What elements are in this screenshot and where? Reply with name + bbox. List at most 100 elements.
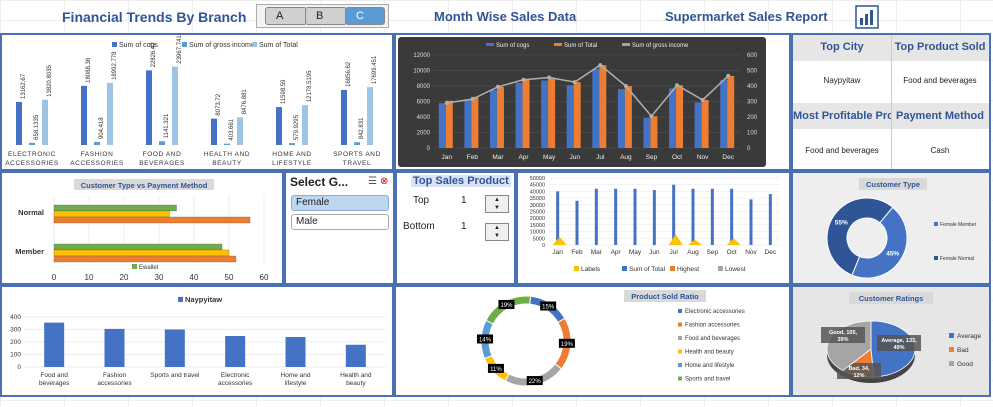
legend-swatch — [622, 43, 630, 46]
payment-bar — [53, 243, 223, 251]
bar-label: 904.418 — [99, 117, 105, 139]
legend-label: Female Normal — [940, 256, 974, 262]
naypyitaw-bar — [285, 337, 306, 367]
legend-swatch — [678, 322, 682, 327]
gender-male-option[interactable]: Male — [291, 214, 389, 230]
month-label: Oct — [727, 249, 737, 256]
ratio-label-bg — [477, 334, 494, 344]
total-bar — [768, 194, 772, 245]
y2-tick: 100 — [747, 131, 758, 137]
ratings-panel: Customer Ratings Average, 133, 49% Bad, 34,… — [791, 285, 991, 397]
branch-bar — [146, 70, 152, 145]
total-bar — [599, 65, 607, 148]
branch-slicer: A B C — [256, 4, 389, 28]
cogs-bar — [438, 103, 446, 148]
legend-label: Lowest — [725, 266, 746, 273]
chart-title: Customer Type — [866, 180, 920, 189]
y-tick: 8000 — [417, 84, 431, 90]
cogs-bar — [592, 68, 600, 148]
clear-filter-icon[interactable]: ⊗ — [380, 176, 389, 187]
naypyitaw-bar — [164, 329, 185, 367]
gender-slicer: Select G... ☰ ⊗ Female Male — [284, 171, 395, 285]
month-label: Oct — [672, 154, 682, 161]
month-label: May — [629, 249, 642, 256]
payment-bar — [53, 255, 237, 263]
branch-bar — [29, 142, 35, 145]
y2-tick: 500 — [747, 69, 758, 75]
gender-female-option[interactable]: Female — [291, 195, 389, 211]
legend-label: Sum of Total — [259, 42, 298, 49]
ratio-label-bg — [558, 338, 575, 348]
month-label: Sep — [646, 154, 658, 161]
branch-c-button[interactable]: C — [345, 7, 385, 25]
month-label: Dec — [765, 249, 777, 256]
bottom-spinner[interactable]: ▲ ▼ — [485, 223, 509, 241]
profitable-product-label: Most Profitable Product — [793, 110, 891, 122]
total-bar — [701, 99, 709, 148]
legend-label: Sum of cogs — [496, 43, 529, 49]
legend-swatch — [670, 266, 675, 271]
branch-bar — [172, 66, 178, 145]
month-label: Apr — [611, 249, 622, 256]
total-bar — [496, 86, 504, 148]
legend-swatch — [949, 361, 954, 366]
highest-area — [726, 238, 741, 245]
legend-label: Sum of Total — [629, 266, 666, 273]
total-bar — [730, 188, 734, 245]
month-title: Month Wise Sales Data — [434, 9, 577, 24]
row-label: Member — [15, 247, 44, 256]
branch-a-button[interactable]: A — [265, 7, 307, 25]
total-bar — [594, 188, 598, 245]
ratio-slice — [485, 295, 532, 325]
ratio-label: 15% — [542, 305, 555, 311]
report-chart-icon — [855, 5, 879, 29]
payment-method-value: Cash — [930, 146, 950, 155]
category-label: accessories — [97, 380, 132, 387]
legend-label: Naypyitaw — [185, 295, 222, 304]
gross-point — [444, 101, 449, 106]
month-label: Jul — [596, 154, 605, 161]
gross-point — [623, 84, 628, 88]
branch-b-button[interactable]: B — [305, 7, 347, 25]
bar-label: 842.831 — [359, 117, 365, 139]
branch-bar — [237, 117, 243, 145]
category-label: FASHION — [81, 151, 114, 158]
legend-swatch — [678, 376, 682, 381]
payment-method-label: Payment Method — [895, 110, 984, 122]
slice-label: 45% — [886, 250, 899, 257]
branch-bar — [276, 107, 282, 145]
gross-point — [495, 84, 500, 89]
rating-label: Bad, 34, — [848, 366, 870, 372]
top-product-value: Food and beverages — [903, 76, 977, 85]
legend-swatch — [252, 42, 257, 47]
custpay-chart: Customer Type vs Payment Method 0 10 20 30 40… — [15, 179, 269, 282]
multiselect-icon[interactable]: ☰ — [368, 176, 377, 187]
title-bg — [624, 290, 706, 302]
category-label: LIFESTYLE — [272, 160, 312, 167]
month-label: Aug — [620, 154, 632, 161]
total-bar — [710, 188, 714, 245]
bottom-label: Bottom — [403, 221, 435, 232]
y-tick: 4000 — [417, 115, 431, 121]
product-ratio-chart: Product Sold Ratio 15% 19% 22% 11% 14% 19% Elec… — [477, 290, 745, 387]
kpi-panel: Top City Top Product Sold Naypyitaw Food… — [791, 33, 991, 171]
ratio-label-bg — [540, 301, 557, 311]
month-label: Sep — [707, 249, 719, 256]
total-bar — [575, 200, 579, 245]
legend-swatch — [486, 43, 494, 46]
y-tick: 300 — [10, 327, 21, 334]
ratio-label-bg — [487, 363, 504, 373]
y-tick: 25000 — [530, 210, 545, 216]
report-title: Supermarket Sales Report — [665, 9, 828, 24]
month-label: Jun — [649, 249, 660, 256]
total-bar — [749, 199, 753, 245]
rating-label: 12% — [853, 373, 864, 379]
top-product-label: Top Product Sold — [894, 41, 986, 53]
y2-tick: 300 — [747, 100, 758, 106]
branch-bar — [302, 105, 308, 145]
cogs-bar — [720, 79, 728, 148]
top-spinner[interactable]: ▲ ▼ — [485, 195, 509, 213]
y-tick: 6000 — [417, 100, 431, 106]
branch-bar — [16, 101, 22, 145]
